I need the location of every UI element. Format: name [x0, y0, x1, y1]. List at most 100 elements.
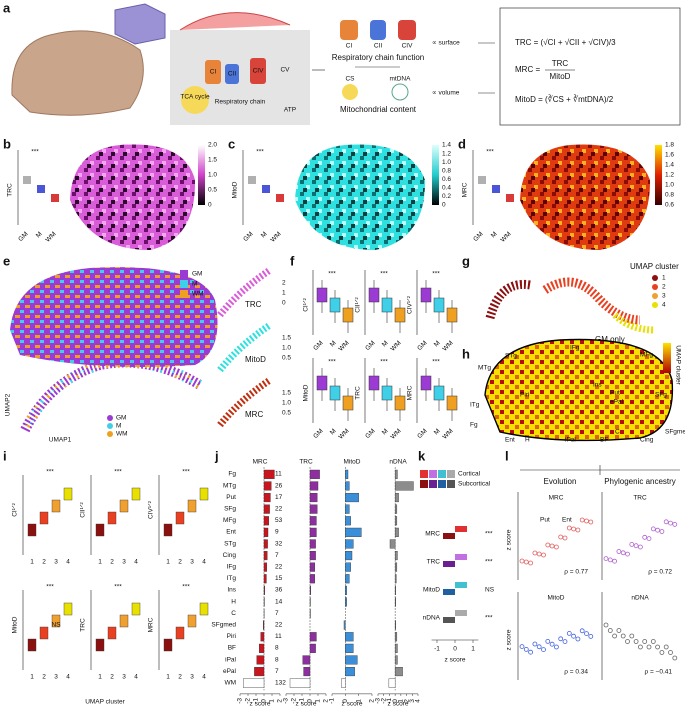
x-tick-label: 3	[54, 559, 58, 566]
label: Respiratory chain	[215, 99, 266, 106]
bar	[310, 505, 317, 514]
mtdna-icon	[392, 84, 408, 100]
column-title: nDNA	[389, 459, 407, 466]
bar	[345, 470, 348, 479]
region-label: BF	[600, 437, 608, 444]
legend-swatch	[429, 470, 437, 478]
axis-label: TRC	[355, 386, 362, 400]
legend-label: 3	[662, 293, 666, 300]
x-tick-label: 3	[54, 674, 58, 681]
group-label: GM	[416, 428, 428, 440]
colorbar	[432, 145, 439, 205]
region-label: Piri	[520, 392, 529, 399]
legend-swatch	[429, 480, 437, 488]
bar	[345, 493, 358, 502]
row-label: nDNA	[423, 615, 441, 622]
bar	[310, 516, 316, 525]
axis-label: TRC	[7, 183, 14, 197]
significance: ***	[380, 359, 388, 366]
significance: ***	[256, 149, 264, 156]
group-label: GM	[472, 231, 484, 243]
box	[382, 386, 392, 400]
point-decor	[550, 544, 554, 548]
point-decor	[589, 520, 593, 524]
point-decor	[542, 648, 546, 652]
axis-label: z score	[250, 701, 271, 708]
count-label: 8	[275, 656, 279, 663]
region-label: Cing	[640, 437, 654, 444]
x-tick-label: 1	[30, 674, 34, 681]
colorbar-tick: 0.8	[442, 167, 451, 174]
annotation: ρ = 0.72	[648, 569, 672, 576]
point-decor	[554, 545, 558, 549]
count-label: 14	[275, 598, 283, 605]
box	[395, 308, 405, 322]
colorbar-tick: 0.2	[442, 193, 451, 200]
x-tick-label: 3	[190, 674, 194, 681]
colorbar-tick: 1.4	[442, 142, 451, 149]
box	[343, 396, 353, 410]
legend-dot	[652, 293, 658, 299]
region-label: C	[615, 429, 620, 436]
bar	[310, 493, 317, 502]
significance: ***	[485, 615, 493, 622]
legend-label: GM	[116, 415, 126, 422]
legend-title: UMAP cluster	[630, 262, 679, 271]
y-tick-label: Ent	[226, 529, 236, 536]
point-decor	[647, 645, 651, 649]
x-tick-label: 1	[98, 559, 102, 566]
box	[506, 194, 514, 202]
bar	[345, 656, 357, 665]
axis-label: MRC	[407, 385, 414, 400]
panel-letter: k	[418, 448, 426, 463]
box	[317, 288, 327, 302]
group-label: M	[260, 231, 269, 240]
point-decor	[520, 559, 524, 563]
column-title: MRC	[253, 459, 268, 466]
x-tick-label: 4	[202, 674, 206, 681]
bar	[303, 656, 310, 665]
row-label: TRC	[427, 559, 441, 566]
region-label: Put	[610, 390, 620, 397]
group-label: WM	[500, 231, 513, 244]
group-label: M	[433, 340, 442, 349]
bar	[345, 632, 353, 641]
bar	[264, 574, 266, 583]
y-tick-label: BF	[228, 645, 236, 652]
x-tick-label: 1	[471, 646, 475, 653]
axis-label: UMAP1	[49, 437, 72, 444]
box	[262, 185, 270, 193]
bar	[310, 551, 316, 560]
point-decor	[567, 631, 571, 635]
group-label: WM	[442, 428, 455, 441]
point-decor	[651, 527, 655, 531]
region-label: SFg	[655, 392, 667, 399]
box	[28, 639, 36, 651]
point-decor	[647, 537, 651, 541]
group-label: M	[433, 428, 442, 437]
region-label: SFgmed	[665, 429, 685, 436]
label: ATP	[284, 107, 296, 114]
bar	[395, 667, 402, 676]
bar	[310, 528, 316, 537]
axis-label: CIV¹ᐟ²	[407, 295, 414, 314]
box	[40, 627, 48, 639]
panel-title: nDNA	[631, 595, 649, 602]
point-decor	[626, 552, 630, 556]
box	[120, 615, 128, 627]
count-label: 53	[275, 517, 283, 524]
y-tick-label: IFg	[227, 564, 237, 571]
bar	[345, 528, 361, 537]
panel-letter: e	[3, 253, 10, 268]
group-label: GM	[242, 231, 254, 243]
bar	[395, 621, 396, 630]
legend-swatch	[180, 280, 188, 288]
colorbar-tick: 1	[282, 290, 286, 297]
heatmap	[70, 144, 195, 250]
x-tick-label: 4	[202, 559, 206, 566]
x-tick-label: -3	[237, 698, 244, 704]
x-tick-label: 1	[30, 559, 34, 566]
colorbar-tick: 0	[282, 300, 286, 307]
colorbar-tick: 1.5	[282, 335, 291, 342]
point-decor	[669, 521, 673, 525]
